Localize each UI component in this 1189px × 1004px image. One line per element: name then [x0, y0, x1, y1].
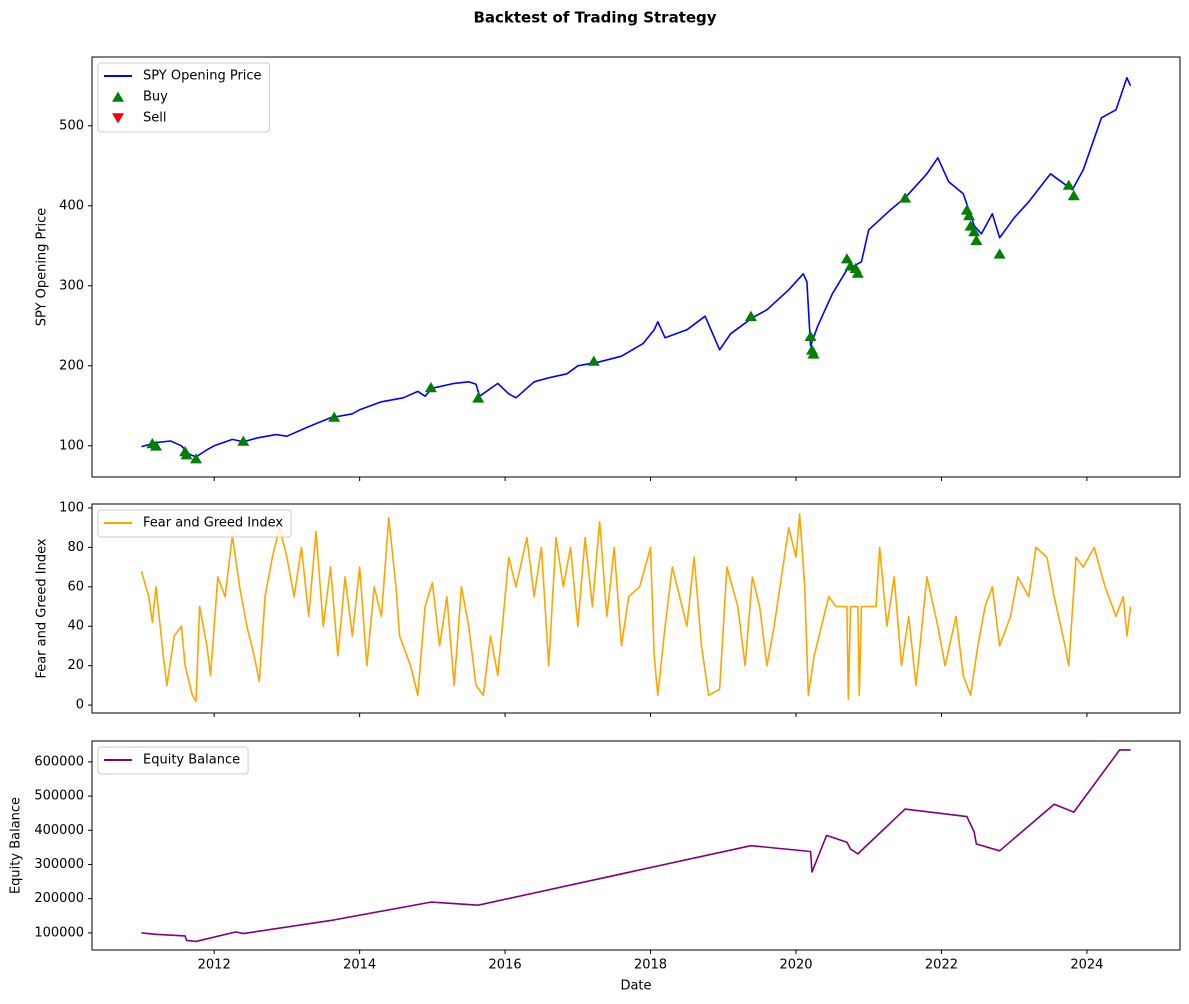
- marker: [472, 392, 485, 403]
- marker: [960, 204, 973, 215]
- marker: [963, 210, 976, 221]
- marker: [150, 440, 162, 451]
- marker: [993, 248, 1006, 259]
- legend-marker: [112, 91, 124, 102]
- y-tick-label: 400000: [34, 823, 84, 838]
- y-tick-label: 60: [67, 579, 84, 594]
- y-tick-label: 80: [67, 540, 84, 555]
- marker: [840, 253, 853, 264]
- y-tick-label: 200: [59, 358, 84, 373]
- legend-label: Sell: [143, 111, 166, 126]
- subplot: 100000 200000 300000 400000 500000 600000 2012…: [9, 740, 1181, 994]
- legend-label: Equity Balance: [143, 753, 240, 768]
- x-tick-label: 2014: [343, 958, 376, 973]
- marker: [970, 234, 983, 245]
- legend: Equity Balance: [97, 746, 249, 775]
- legend-box: [97, 509, 292, 538]
- x-tick-label: 2016: [489, 958, 522, 973]
- x-tick-label: 2022: [925, 958, 958, 973]
- marker: [237, 435, 250, 446]
- marker: [807, 348, 820, 359]
- legend-marker: [112, 113, 124, 124]
- x-tick-label: 2012: [198, 958, 231, 973]
- legend: SPY Opening Price Buy Sell: [97, 62, 271, 133]
- y-tick-label: 100000: [34, 925, 84, 940]
- marker: [587, 355, 600, 366]
- line-series: [141, 77, 1132, 458]
- legend-box: [97, 62, 271, 133]
- marker: [851, 267, 864, 278]
- figure-title: Backtest of Trading Strategy: [473, 9, 716, 27]
- axes-frame: [91, 56, 1181, 478]
- plot-area: [140, 513, 1132, 702]
- marker: [899, 192, 912, 203]
- marker: [804, 330, 817, 341]
- marker: [744, 310, 757, 321]
- legend-label: Fear and Greed Index: [143, 516, 283, 531]
- subplot: 0 20 40 60 80 100 Fear and Greed Index Fear and…: [35, 500, 1181, 717]
- y-tick-label: 600000: [34, 754, 84, 769]
- x-tick-label: 2018: [634, 958, 667, 973]
- y-tick-label: 20: [67, 658, 84, 673]
- plot-area: [141, 77, 1132, 464]
- x-tick-label: 2020: [779, 958, 812, 973]
- y-tick-label: 0: [76, 698, 84, 713]
- x-tick-label: 2024: [1070, 958, 1103, 973]
- y-tick-label: 300000: [34, 857, 84, 872]
- legend: Fear and Greed Index: [97, 509, 292, 538]
- y-axis-label: Fear and Greed Index: [35, 538, 50, 678]
- y-tick-label: 400: [59, 198, 84, 213]
- x-axis-label: Date: [620, 979, 651, 994]
- line-series: [141, 749, 1131, 943]
- marker: [1067, 190, 1080, 201]
- marker: [328, 411, 341, 422]
- axes-frame: [91, 503, 1181, 714]
- y-tick-label: 40: [67, 619, 84, 634]
- y-tick-label: 100: [59, 438, 84, 453]
- axes-frame: [91, 740, 1181, 951]
- marker: [190, 453, 202, 464]
- marker: [1062, 179, 1075, 190]
- marker: [968, 226, 981, 237]
- y-axis-label: Equity Balance: [9, 797, 24, 894]
- plot-area: [141, 749, 1131, 943]
- legend-label: SPY Opening Price: [143, 69, 262, 84]
- y-tick-label: 100: [59, 500, 84, 515]
- marker: [180, 449, 193, 460]
- marker: [424, 382, 437, 393]
- y-tick-label: 200000: [34, 891, 84, 906]
- y-axis-label: SPY Opening Price: [35, 208, 50, 327]
- y-tick-label: 500000: [34, 789, 84, 804]
- legend-box: [97, 746, 249, 775]
- line-series: [140, 513, 1132, 702]
- legend-label: Buy: [143, 90, 168, 105]
- y-tick-label: 500: [59, 118, 84, 133]
- y-tick-label: 300: [59, 278, 84, 293]
